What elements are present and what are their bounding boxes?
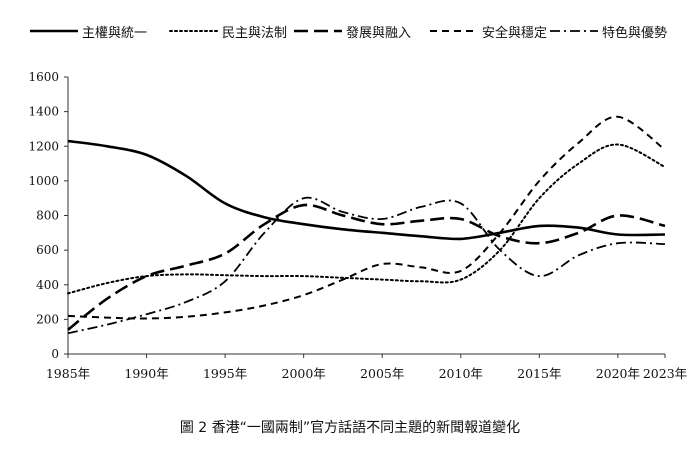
y-tick-label: 0 xyxy=(51,347,59,361)
legend-item-3: 發展與融入 xyxy=(292,20,411,42)
legend-label: 特色與優勢 xyxy=(602,25,668,41)
y-tick-label: 400 xyxy=(36,278,59,292)
legend-swatch xyxy=(430,30,478,32)
legend-swatch xyxy=(550,30,598,32)
legend-label: 發展與融入 xyxy=(346,25,412,41)
series-line-2 xyxy=(67,143,666,295)
series-line-5 xyxy=(67,196,666,335)
x-tick-label: 2010年 xyxy=(439,366,483,381)
y-tick-label: 1000 xyxy=(28,174,59,188)
legend-item-4: 安全與穩定 xyxy=(428,20,547,42)
x-tick-label: 2005年 xyxy=(360,366,404,381)
x-tick-label: 1985年 xyxy=(46,366,90,381)
y-tick-label: 1400 xyxy=(28,105,59,119)
legend-swatch xyxy=(169,30,219,32)
legend-item-1: 主權與統一 xyxy=(28,20,147,42)
x-tick-label: 2015年 xyxy=(517,366,561,381)
legend-label: 安全與穩定 xyxy=(482,25,548,41)
chart-legend: 主權與統一 民主與法制 發展與融入 安全與穩定 特色與優勢 xyxy=(0,20,700,42)
chart-axes: 0 200 400 600 800 1000 1200 1400 1600 1985年 1990年 1… xyxy=(28,70,687,381)
series-line-4 xyxy=(67,115,666,320)
chart-series-layer xyxy=(67,115,666,335)
legend-item-5: 特色與優勢 xyxy=(548,20,667,42)
x-tick-label: 1990年 xyxy=(124,366,168,381)
x-tick-label: 1995年 xyxy=(203,366,247,381)
x-tick-label: 2020年 xyxy=(596,366,640,381)
legend-label: 主權與統一 xyxy=(82,25,148,41)
y-tick-label: 600 xyxy=(36,243,59,257)
series-line-3 xyxy=(67,203,666,331)
figure-caption: 圖 2 香港“一國兩制”官方話語不同主題的新聞報道變化 xyxy=(179,420,521,436)
legend-swatch xyxy=(30,29,78,33)
y-tick-label: 1200 xyxy=(28,139,59,153)
y-tick-label: 800 xyxy=(36,209,59,223)
y-tick-label: 200 xyxy=(36,312,59,326)
legend-swatch xyxy=(294,29,342,33)
legend-item-2: 民主與法制 xyxy=(168,20,287,42)
x-tick-label: 2023年 xyxy=(643,366,687,381)
y-tick-label: 1600 xyxy=(28,70,59,84)
legend-label: 民主與法制 xyxy=(222,25,288,41)
series-line-1 xyxy=(67,139,666,241)
x-tick-label: 2000年 xyxy=(282,366,326,381)
